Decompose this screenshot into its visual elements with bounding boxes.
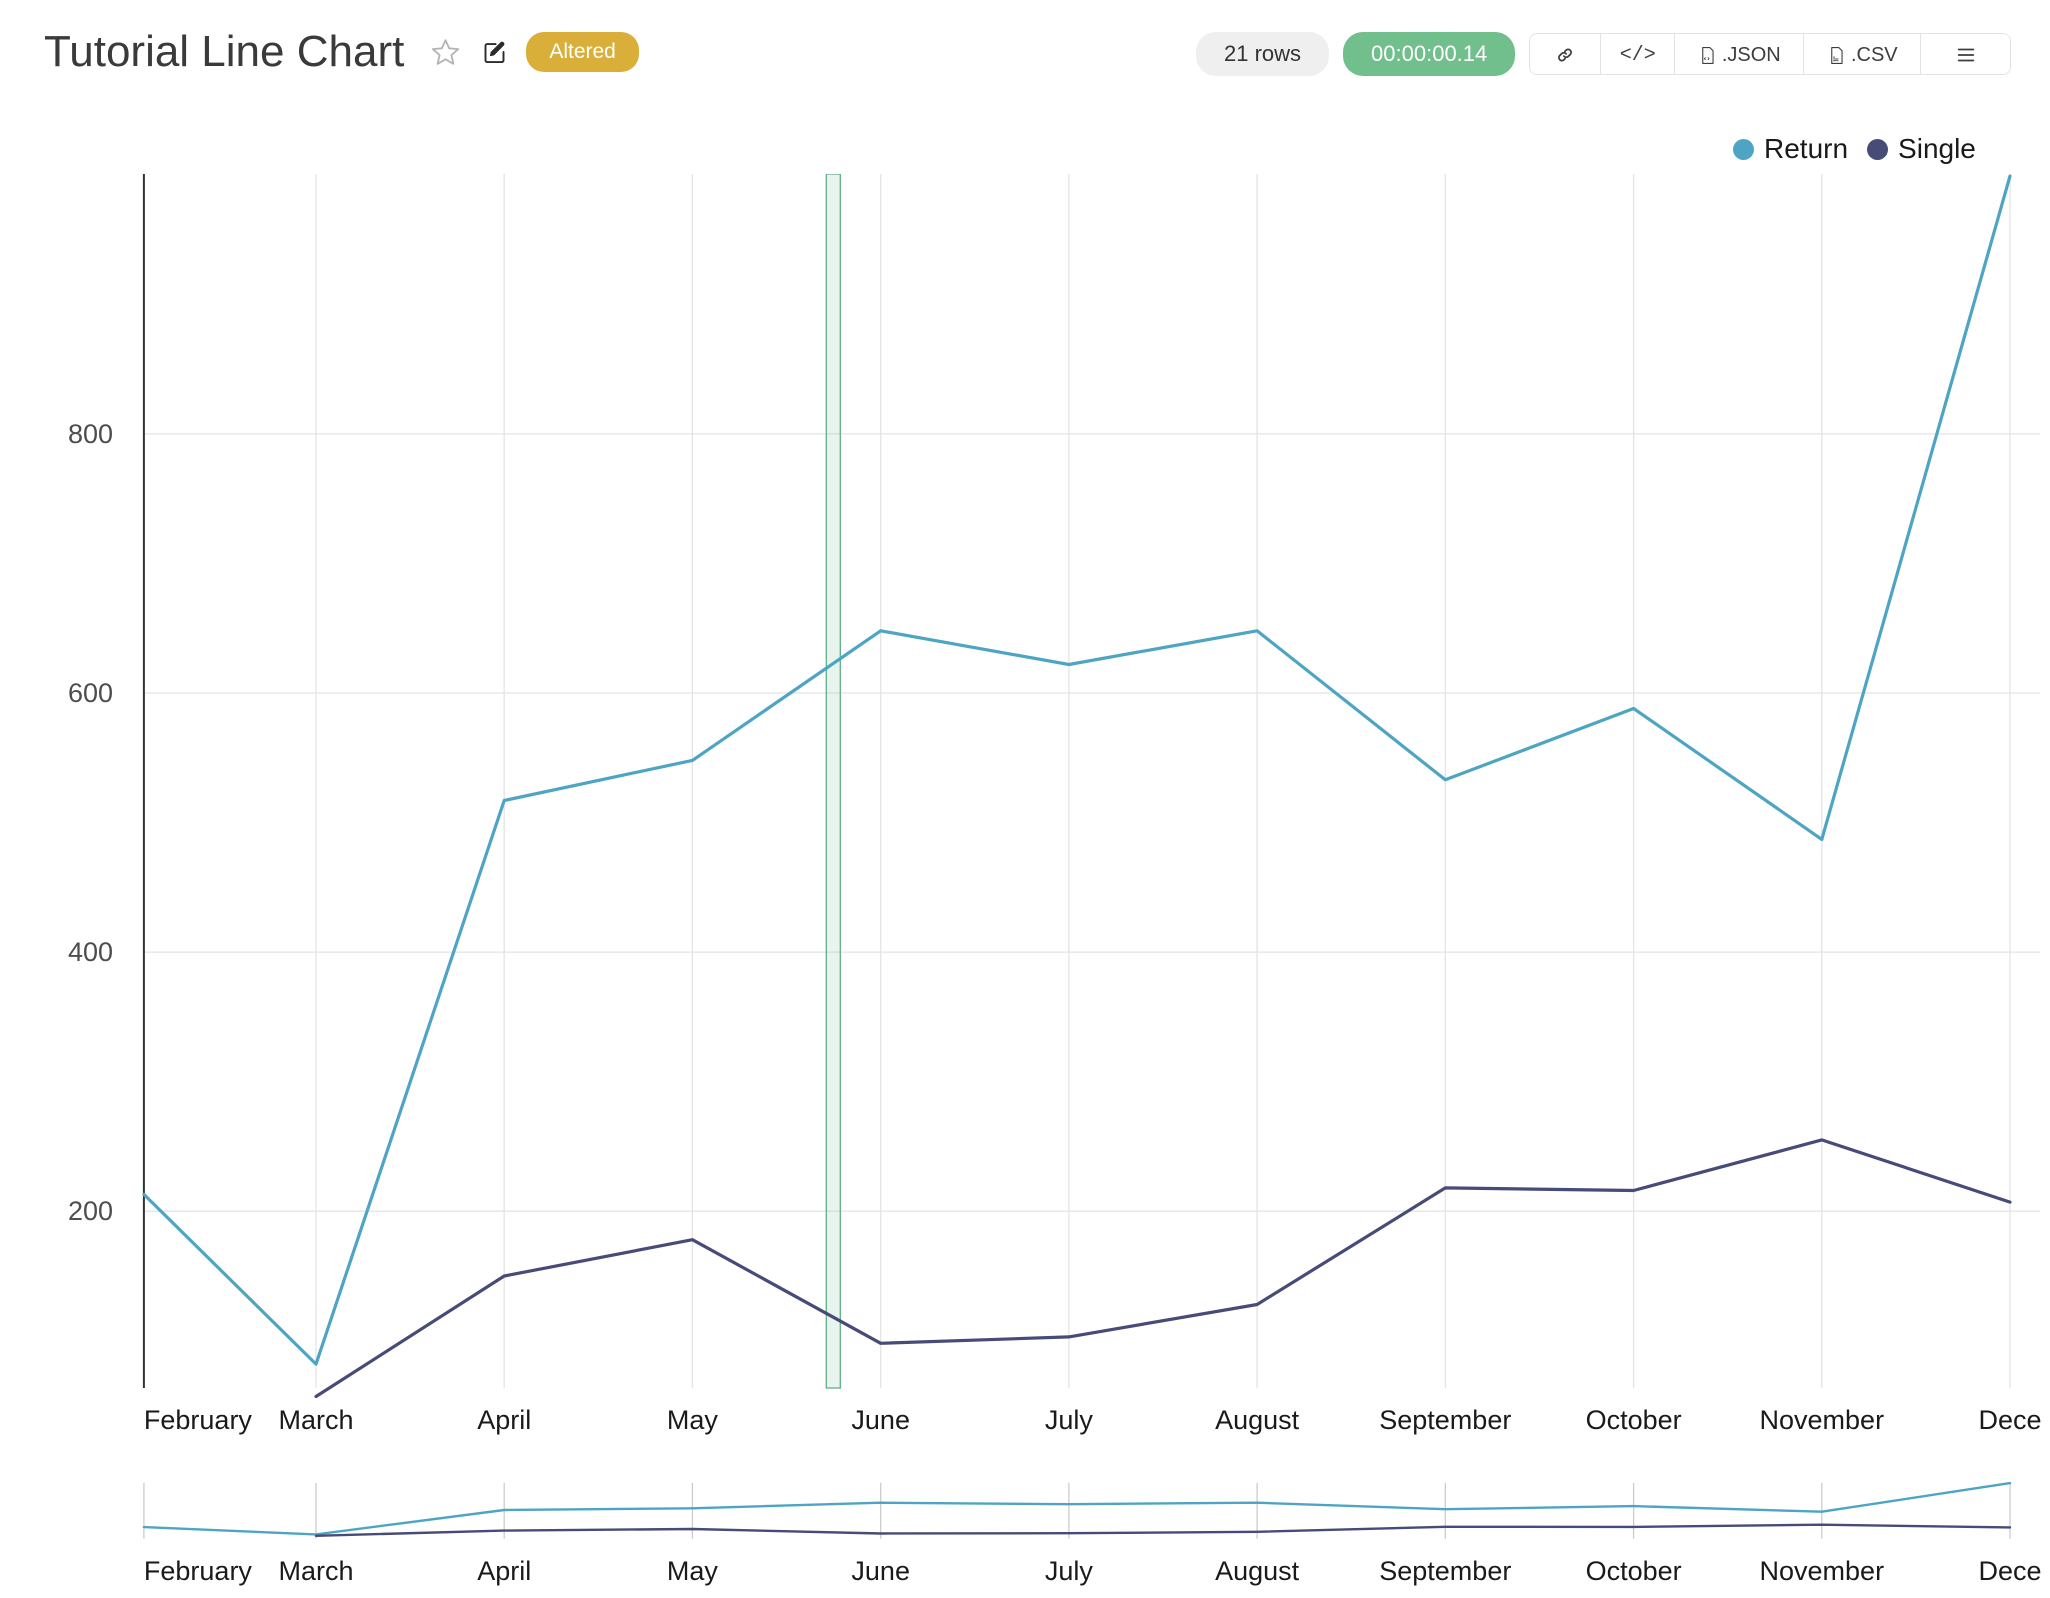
svg-text:July: July <box>1045 1405 1094 1435</box>
svg-text:September: September <box>1379 1556 1511 1586</box>
svg-text:200: 200 <box>68 1196 113 1226</box>
svg-text:May: May <box>667 1556 719 1586</box>
svg-text:April: April <box>477 1556 531 1586</box>
svg-text:November: November <box>1760 1556 1885 1586</box>
svg-text:July: July <box>1045 1556 1094 1586</box>
svg-text:November: November <box>1760 1405 1885 1435</box>
svg-text:March: March <box>278 1556 353 1586</box>
svg-text:February: February <box>144 1556 253 1586</box>
svg-text:August: August <box>1215 1405 1300 1435</box>
svg-text:August: August <box>1215 1556 1300 1586</box>
svg-text:March: March <box>278 1405 353 1435</box>
svg-text:October: October <box>1586 1405 1682 1435</box>
svg-text:800: 800 <box>68 419 113 449</box>
svg-text:September: September <box>1379 1405 1511 1435</box>
svg-text:April: April <box>477 1405 531 1435</box>
svg-text:October: October <box>1586 1556 1682 1586</box>
svg-text:600: 600 <box>68 678 113 708</box>
svg-text:400: 400 <box>68 937 113 967</box>
svg-text:Dece: Dece <box>1978 1405 2041 1435</box>
svg-text:June: June <box>851 1405 910 1435</box>
svg-text:June: June <box>851 1556 910 1586</box>
svg-text:May: May <box>667 1405 719 1435</box>
svg-text:Dece: Dece <box>1978 1556 2041 1586</box>
svg-text:February: February <box>144 1405 253 1435</box>
